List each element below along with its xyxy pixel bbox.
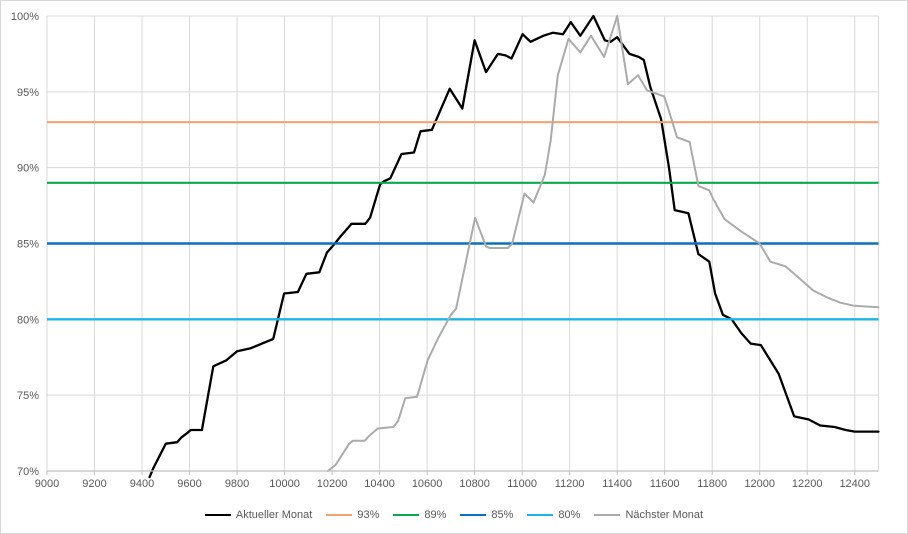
svg-text:11400: 11400: [602, 478, 632, 490]
legend-item-89[interactable]: 89%: [393, 509, 446, 521]
legend: Aktueller Monat 93% 89% 85% 80% Nächster…: [1, 504, 907, 526]
legend-label: 80%: [558, 509, 581, 521]
svg-text:11800: 11800: [697, 478, 727, 490]
svg-text:10400: 10400: [364, 478, 395, 490]
svg-text:10800: 10800: [459, 478, 490, 490]
legend-item-85[interactable]: 85%: [460, 509, 513, 521]
legend-item-93[interactable]: 93%: [326, 509, 379, 521]
svg-text:12400: 12400: [839, 478, 870, 490]
svg-text:11000: 11000: [507, 478, 537, 490]
legend-label: Aktueller Monat: [235, 509, 313, 521]
svg-text:100%: 100%: [11, 11, 39, 23]
svg-text:70%: 70%: [17, 466, 39, 478]
legend-label: Nächster Monat: [625, 509, 704, 521]
legend-swatch: [393, 514, 420, 516]
svg-text:9600: 9600: [177, 478, 201, 490]
svg-text:12200: 12200: [792, 478, 823, 490]
svg-text:80%: 80%: [17, 314, 39, 326]
svg-text:90%: 90%: [17, 163, 39, 175]
svg-text:95%: 95%: [17, 87, 39, 99]
legend-label: 93%: [357, 509, 380, 521]
svg-text:9200: 9200: [82, 478, 106, 490]
svg-text:12000: 12000: [744, 478, 775, 490]
legend-item-80[interactable]: 80%: [527, 509, 580, 521]
legend-item-aktueller-monat[interactable]: Aktueller Monat: [204, 509, 313, 521]
svg-text:10600: 10600: [412, 478, 443, 490]
svg-text:9000: 9000: [35, 478, 59, 490]
svg-text:11200: 11200: [555, 478, 585, 490]
svg-text:9800: 9800: [225, 478, 249, 490]
svg-text:9400: 9400: [130, 478, 154, 490]
svg-text:85%: 85%: [17, 239, 39, 251]
legend-swatch: [460, 514, 487, 516]
legend-swatch: [527, 514, 554, 516]
svg-text:75%: 75%: [17, 390, 39, 402]
svg-text:10200: 10200: [317, 478, 348, 490]
legend-item-naechster-monat[interactable]: Nächster Monat: [594, 509, 703, 521]
legend-swatch: [594, 514, 621, 516]
legend-swatch: [204, 514, 231, 516]
svg-text:11600: 11600: [650, 478, 680, 490]
legend-label: 89%: [424, 509, 447, 521]
legend-swatch: [326, 514, 353, 516]
svg-text:10000: 10000: [269, 478, 300, 490]
legend-label: 85%: [491, 509, 514, 521]
